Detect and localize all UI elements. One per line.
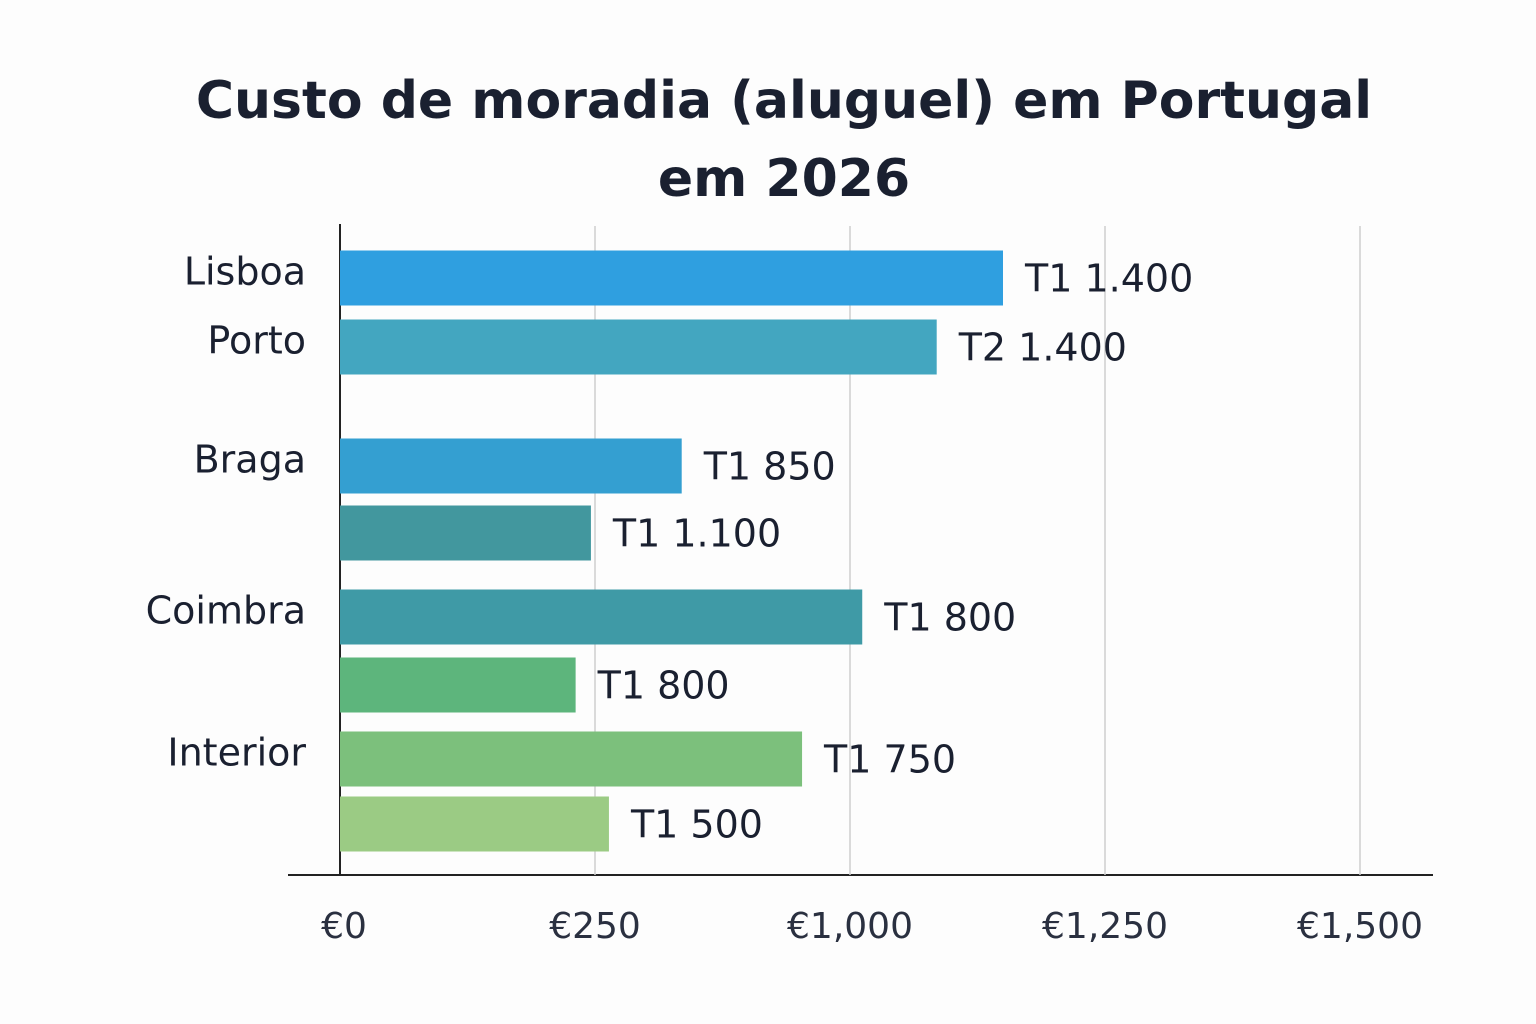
bar: [340, 796, 609, 852]
bar: [340, 250, 1003, 306]
bar-label: T1 500: [630, 803, 763, 847]
bar: [340, 657, 576, 713]
bar-label: T1 750: [823, 738, 956, 782]
bar: [340, 731, 803, 787]
bar-label: T1 1.100: [612, 512, 781, 556]
x-tick-label: €1,250: [1042, 906, 1168, 947]
bar: [340, 319, 937, 375]
y-tick-label: Coimbra: [146, 589, 306, 633]
x-tick-label: €0: [321, 906, 367, 947]
bar-label: T2 1.400: [958, 326, 1127, 370]
bar: [340, 505, 591, 561]
x-tick-label: €250: [549, 906, 641, 947]
bar-label: T1 1.400: [1024, 257, 1193, 301]
x-tick-label: €1,000: [787, 906, 913, 947]
y-tick-label: Porto: [207, 319, 306, 363]
bar-label: T1 800: [597, 664, 730, 708]
y-tick-label: Interior: [167, 731, 306, 775]
y-tick-label: Braga: [194, 438, 306, 482]
bar-label: T1 850: [703, 445, 836, 489]
bar-label: T1 800: [883, 596, 1016, 640]
bar: [340, 438, 682, 494]
bar: [340, 589, 863, 645]
chart-title: Custo de moradia (aluguel) em Portugal e…: [195, 71, 1373, 209]
x-tick-label: €1,500: [1297, 906, 1423, 947]
y-tick-label: Lisboa: [184, 250, 306, 294]
